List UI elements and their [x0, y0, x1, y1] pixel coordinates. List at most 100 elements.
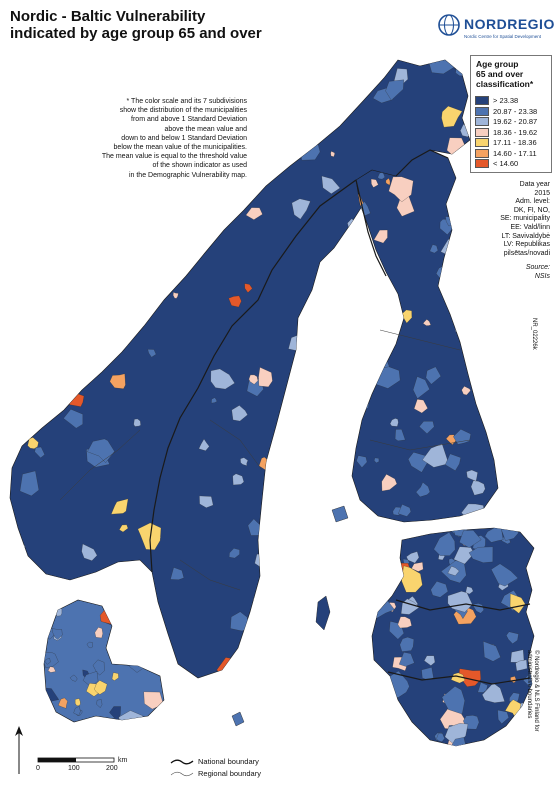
municipality-patch — [44, 602, 53, 611]
municipality-patch — [489, 528, 498, 529]
legend-item: 18.36 - 19.62 — [475, 127, 549, 138]
municipality-patch — [199, 495, 214, 508]
note-line: from and above 1 Standard Deviation — [131, 116, 247, 124]
municipality-patch — [10, 416, 14, 426]
municipality-patch — [466, 469, 478, 482]
source-label: Source: — [525, 264, 550, 272]
municipality-patch — [372, 302, 391, 316]
municipality-patch — [385, 531, 391, 537]
municipality-patch — [119, 524, 129, 533]
municipality-patch — [453, 260, 461, 267]
municipality-patch — [86, 225, 109, 252]
municipality-patch — [300, 647, 314, 659]
municipality-patch — [110, 653, 120, 662]
municipality-patch — [381, 474, 398, 492]
municipality-patch — [484, 528, 504, 543]
legend-item: < 14.60 — [475, 159, 549, 169]
adm-level-line: Adm. level: — [515, 198, 550, 206]
municipality-patch — [69, 674, 78, 682]
map-legend: Age group 65 and over classification* > 23… — [470, 55, 552, 173]
note-line: down to and below 1 Standard Deviation — [121, 134, 247, 142]
adm-level-line: pilsētas/novadi — [503, 249, 550, 257]
municipality-patch — [324, 67, 336, 87]
municipality-patch — [117, 592, 128, 599]
boundary-legend-regional: Regional boundary — [170, 769, 300, 779]
municipality-patch — [448, 737, 468, 746]
municipality-patch — [87, 438, 115, 463]
municipality-patch — [147, 349, 157, 358]
municipality-patch — [81, 543, 98, 561]
municipality-patch — [453, 546, 475, 565]
municipality-patch — [10, 544, 26, 561]
map-reference: NR_02226k — [531, 318, 537, 350]
municipality-patch — [139, 62, 167, 86]
municipality-patch — [429, 244, 439, 254]
municipality-patch — [263, 652, 273, 660]
region-aland — [331, 505, 349, 523]
municipality-patch — [475, 393, 482, 400]
regional-boundary-line-icon — [170, 771, 194, 777]
legend-label: < 14.60 — [493, 159, 519, 168]
municipality-patch — [232, 473, 245, 486]
scale-bar-graphic — [37, 757, 115, 763]
municipality-patch — [319, 289, 330, 298]
legend-title-line: classification* — [476, 79, 534, 89]
patch-group-fin — [352, 150, 498, 522]
national-boundary-label: National boundary — [198, 757, 259, 766]
municipality-patch — [15, 346, 27, 357]
municipality-patch — [515, 659, 528, 672]
municipality-patch — [230, 611, 250, 632]
note-line: * The color scale and its 7 subdivisions — [126, 98, 248, 105]
municipality-patch — [292, 624, 299, 632]
municipality-patch — [374, 457, 380, 464]
municipality-patch — [397, 616, 412, 629]
map-title-line-2: indicated by age group 65 and over — [10, 25, 262, 42]
municipality-patch — [413, 399, 428, 414]
regional-boundary-4 — [379, 329, 461, 351]
legend-item: 14.60 - 17.11 — [475, 148, 549, 159]
municipality-patch — [330, 151, 335, 157]
municipality-patch — [397, 721, 411, 735]
municipality-patch — [172, 291, 179, 299]
map-title-line-1: Nordic - Baltic Vulnerability — [10, 8, 206, 25]
municipality-patch — [16, 605, 25, 613]
municipality-patch — [430, 581, 449, 598]
municipality-patch — [354, 347, 369, 364]
municipality-patch — [355, 233, 365, 245]
municipality-patch — [13, 100, 22, 109]
municipality-patch — [44, 658, 51, 665]
municipality-patch — [372, 607, 377, 617]
municipality-patch — [92, 659, 105, 676]
credit-line: administrative boundaries — [526, 650, 532, 719]
municipality-patch — [356, 455, 368, 468]
municipality-patch — [370, 178, 379, 188]
adm-level-line: SE: municipality — [500, 215, 550, 223]
municipality-patch — [419, 421, 435, 434]
municipality-patch — [459, 530, 482, 548]
municipality-patch — [228, 548, 240, 559]
municipality-patch — [245, 207, 263, 220]
municipality-patch — [509, 593, 526, 614]
municipality-patch — [377, 172, 386, 180]
municipality-patch — [465, 338, 475, 349]
legend-title-line: Age group — [476, 59, 519, 69]
legend-label: 17.11 - 18.36 — [493, 138, 537, 147]
municipality-patch — [51, 628, 63, 640]
municipality-patch — [422, 443, 449, 468]
municipality-patch — [399, 652, 415, 667]
municipality-patch — [211, 397, 218, 404]
legend-item: 19.62 - 20.87 — [475, 117, 549, 127]
legend-label: > 23.38 — [493, 96, 519, 105]
municipality-patch — [15, 279, 31, 296]
municipality-patch — [316, 450, 334, 466]
municipality-patch — [422, 319, 431, 326]
note-line: above the mean value and — [164, 125, 247, 133]
municipality-patch — [286, 127, 297, 139]
municipality-patch — [415, 482, 431, 498]
municipality-patch — [321, 175, 341, 194]
nordregio-logo: NORDREGIO Nordic Centre for Spatial Deve… — [438, 14, 554, 46]
adm-level-line: LT: Savivaldybė — [501, 232, 550, 240]
region-bornholm — [231, 711, 245, 727]
municipality-patch — [447, 566, 460, 576]
logo-name: NORDREGIO — [464, 16, 555, 32]
